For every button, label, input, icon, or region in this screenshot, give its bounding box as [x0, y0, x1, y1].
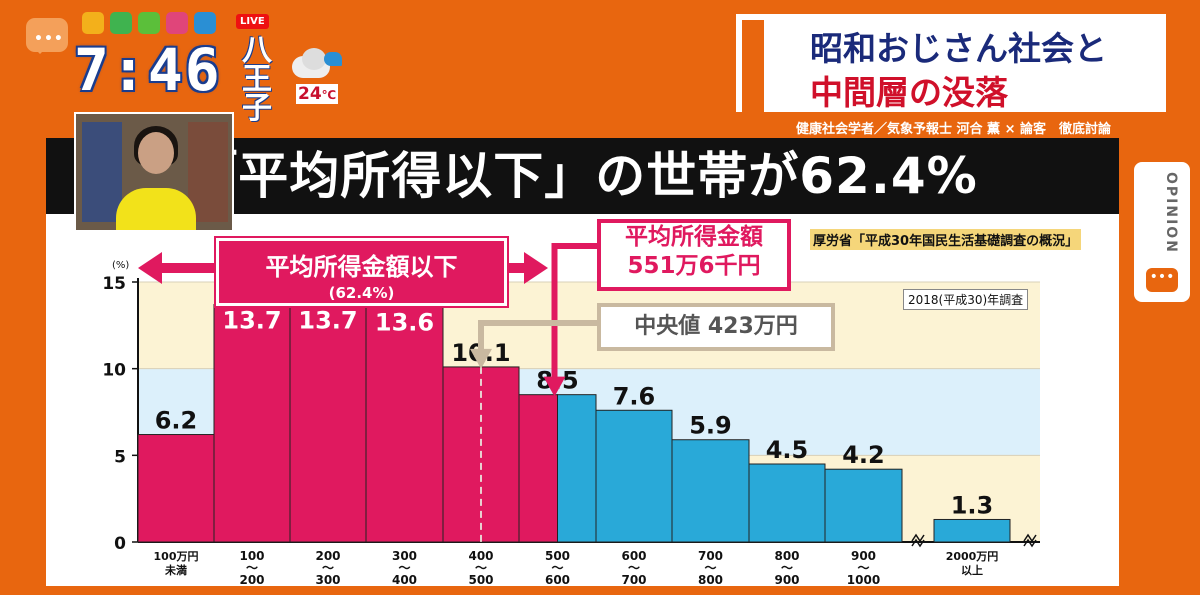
y-tick-label: 0 — [114, 534, 126, 554]
x-tick-label: 100万円 — [154, 550, 199, 563]
x-tick-label: 500 — [468, 573, 493, 587]
headline: 「平均所得以下」の世帯が62.4% — [187, 147, 978, 205]
clock: 7:46 — [74, 36, 222, 104]
median-income-label: 中央値 423万円 — [597, 303, 835, 351]
bar-value-label: 6.2 — [155, 407, 198, 435]
x-tick-label: 700 — [698, 549, 723, 563]
axis-break — [911, 533, 925, 543]
x-tick-label: 〜 — [781, 561, 793, 575]
x-tick-label: 500 — [545, 549, 570, 563]
bar-value-label: 7.6 — [613, 382, 656, 410]
x-tick-label: 800 — [698, 573, 723, 587]
bar — [518, 394, 558, 543]
y-tick-label: 5 — [114, 447, 126, 467]
x-tick-label: 700 — [621, 573, 646, 587]
axis-break — [911, 538, 925, 548]
x-tick-label: 2000万円 — [946, 550, 999, 563]
bar-value-label: 13.7 — [222, 307, 281, 335]
x-tick-label: 400 — [392, 573, 417, 587]
x-tick-label: 〜 — [398, 561, 410, 575]
x-tick-label: 〜 — [246, 561, 258, 575]
x-tick-label: 〜 — [628, 561, 640, 575]
x-tick-label: 〜 — [475, 561, 487, 575]
below-mean-label: 平均所得金額以下 (62.4%) — [216, 238, 507, 306]
bar — [824, 468, 903, 543]
bookmark-icon[interactable] — [82, 12, 104, 34]
x-tick-label: 〜 — [857, 561, 869, 575]
search-icon[interactable] — [110, 12, 132, 34]
bar-value-label: 5.9 — [689, 412, 732, 440]
bar — [748, 463, 826, 543]
x-tick-label: 800 — [774, 549, 799, 563]
bar-value-label: 1.3 — [951, 491, 994, 519]
opinion-tab-label: OPINION — [1163, 172, 1179, 254]
location-label: 八王子 — [242, 33, 272, 126]
x-tick-label: 〜 — [322, 561, 334, 575]
bar — [365, 305, 444, 543]
play-icon[interactable] — [166, 12, 188, 34]
topic-accent-bar — [742, 20, 764, 112]
bar — [933, 518, 1011, 543]
x-tick-label: 〜 — [704, 561, 716, 575]
topic-panel — [736, 14, 1166, 112]
axis-break — [1023, 538, 1037, 548]
below-mean-percent: (62.4%) — [328, 284, 395, 302]
y-axis-unit: (%) — [112, 260, 129, 271]
x-tick-label: 600 — [621, 549, 646, 563]
axis-break — [1023, 533, 1037, 543]
cloud-icon[interactable] — [194, 12, 216, 34]
mean-income-label: 平均所得金額 551万6千円 — [597, 219, 791, 291]
mean-income-value: 551万6千円 — [627, 253, 761, 279]
mean-arrowhead — [543, 376, 566, 397]
x-tick-label: 100 — [239, 549, 264, 563]
x-tick-label: 未満 — [164, 563, 187, 577]
x-tick-label: 200 — [239, 573, 264, 587]
bar-value-label: 13.6 — [375, 308, 434, 336]
topic-title-line1: 昭和おじさん社会と — [810, 29, 1107, 68]
bar-value-label: 4.5 — [766, 436, 809, 464]
x-tick-label: 〜 — [551, 561, 563, 575]
bar — [557, 394, 597, 543]
bar — [137, 434, 215, 543]
bar-value-label: 13.7 — [298, 307, 357, 335]
guest-caption: 健康社会学者／気象予報士 河合 薫 × 論客 徹底討論 — [796, 122, 1111, 137]
source-note: 厚労省「平成30年国民生活基礎調査の概況」 — [810, 229, 1082, 250]
x-tick-label: 1000 — [847, 573, 880, 587]
median-arrow-line — [478, 320, 600, 359]
bar — [595, 409, 673, 543]
x-tick-label: 900 — [774, 573, 799, 587]
bar — [289, 304, 367, 543]
x-tick-label: 200 — [315, 549, 340, 563]
survey-year: 2018(平成30)年調査 — [903, 289, 1029, 310]
x-tick-label: 400 — [468, 549, 493, 563]
comment-icon[interactable]: ••• — [1146, 268, 1178, 292]
live-badge: LIVE — [236, 14, 269, 29]
median-arrowhead — [470, 348, 492, 369]
mean-arrow-line — [551, 243, 600, 387]
x-tick-label: 300 — [315, 573, 340, 587]
temperature: 24℃ — [296, 84, 339, 104]
x-tick-label: 300 — [392, 549, 417, 563]
x-tick-label: 900 — [851, 549, 876, 563]
topic-title-line2: 中間層の没落 — [810, 73, 1008, 112]
y-tick-label: 15 — [102, 274, 126, 294]
x-tick-label: 以上 — [961, 563, 983, 577]
mean-income-title: 平均所得金額 — [625, 224, 763, 250]
bar — [213, 304, 291, 543]
guest-video-inset — [74, 112, 234, 232]
x-tick-label: 600 — [545, 573, 570, 587]
chat-icon[interactable]: ••• — [26, 18, 68, 54]
below-mean-arrowhead-right — [524, 252, 548, 284]
bar — [671, 439, 750, 543]
below-mean-title: 平均所得金額以下 — [265, 253, 458, 281]
below-mean-arrowhead-left — [138, 252, 162, 284]
y-tick-label: 10 — [102, 361, 126, 381]
bar-value-label: 4.2 — [842, 441, 885, 469]
cloudy-rain-icon — [292, 46, 344, 80]
globe-icon[interactable] — [138, 12, 160, 34]
